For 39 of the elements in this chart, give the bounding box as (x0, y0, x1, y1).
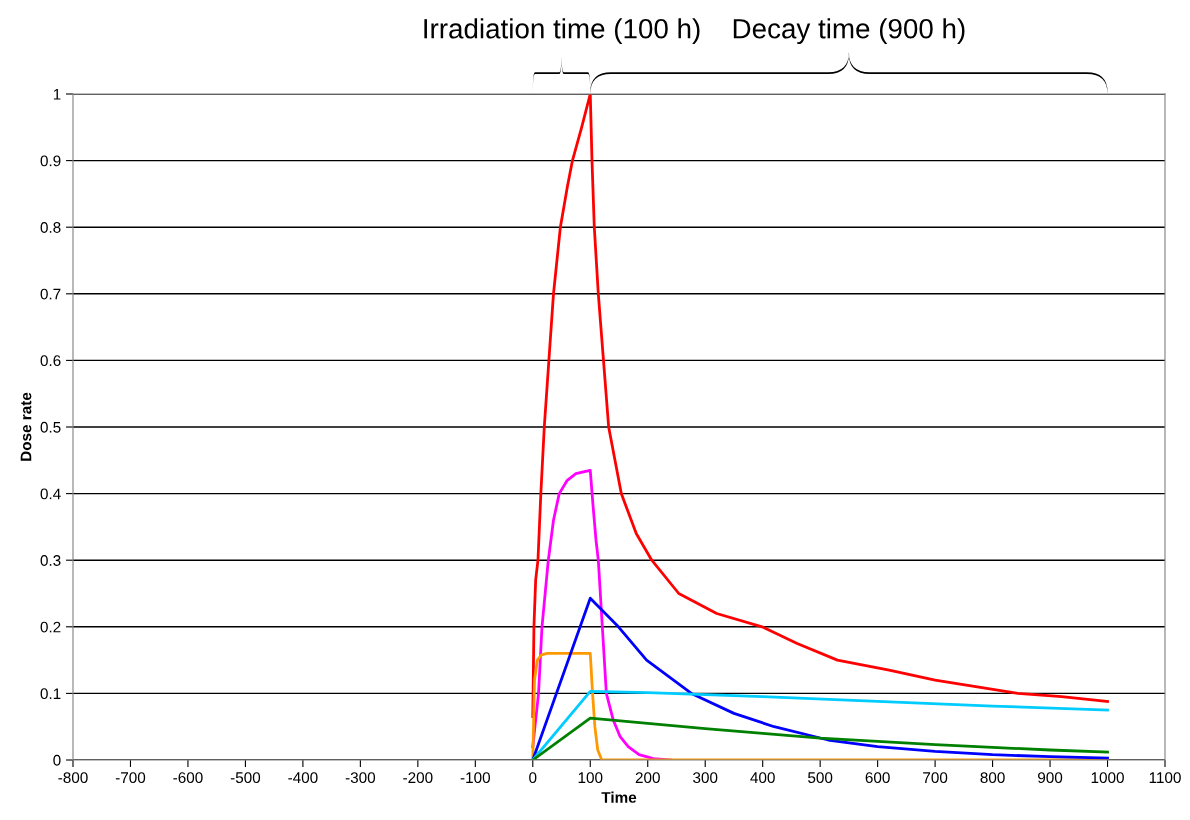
y-tick-label: 0.2 (40, 621, 61, 633)
x-tick-label: 1000 (1091, 772, 1124, 784)
y-tick-label: 0.9 (40, 155, 61, 167)
line-series (531, 94, 1109, 719)
x-tick-label: 500 (808, 772, 833, 784)
x-tick-label: -700 (115, 772, 146, 784)
x-tick-label: -300 (345, 772, 376, 784)
x-tick-label: -600 (173, 772, 203, 784)
x-axis-title: Time (601, 791, 637, 803)
x-tick-label: -400 (288, 772, 318, 784)
x-tick-label: 400 (750, 772, 775, 784)
x-tick-label: -200 (403, 772, 433, 784)
y-tick-label: 0.4 (40, 488, 61, 500)
text: Decay time (900 h) (733, 18, 965, 45)
y-tick-label: 0.3 (40, 555, 61, 566)
line-series (531, 690, 1109, 760)
text: Irradiation time (100 h) (424, 18, 700, 45)
x-tick-label: 0 (529, 772, 537, 784)
x-tick-label: -800 (58, 772, 88, 784)
x-tick-label: 1100 (1149, 772, 1181, 784)
y-tick-label: 0 (53, 754, 61, 766)
x-tick-label: 700 (923, 772, 948, 784)
y-tick-label: 0.1 (40, 688, 61, 700)
x-tick-label: -100 (460, 772, 491, 784)
x-tick-label: 600 (865, 772, 890, 784)
x-tick-label: -500 (230, 772, 261, 784)
x-tick-label: 300 (693, 772, 718, 784)
x-tick-label: 900 (1038, 772, 1063, 784)
y-tick-label: 0.7 (40, 288, 61, 300)
line-series (531, 596, 1109, 760)
y-axis-title: Dose rate (20, 392, 32, 461)
y-tick-label: 0.8 (40, 222, 61, 233)
line-series (531, 716, 1109, 760)
x-tick-label: 200 (635, 772, 660, 784)
y-tick-label: 1 (53, 89, 61, 100)
x-tick-label: 800 (980, 772, 1005, 784)
y-tick-label: 0.5 (40, 421, 61, 433)
y-tick-label: 0.6 (40, 355, 61, 367)
x-tick-label: 100 (578, 772, 603, 784)
